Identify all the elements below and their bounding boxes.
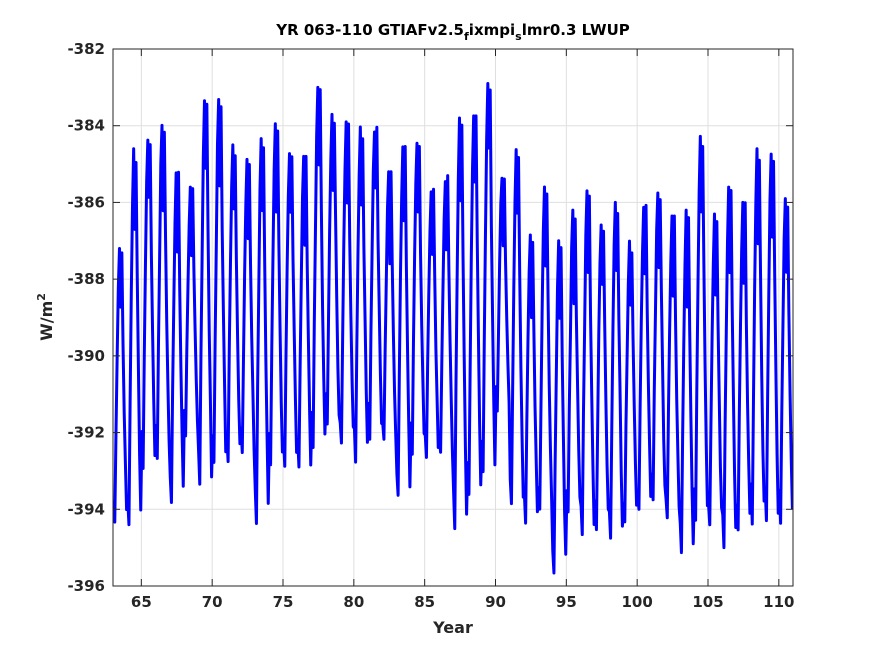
y-tick-label: -396 (67, 577, 105, 595)
x-tick-label: 100 (622, 593, 653, 611)
x-tick-label: 70 (202, 593, 223, 611)
x-tick-label: 110 (763, 593, 794, 611)
chart-title: YR 063-110 GTIAFv2.5fixmpislmr0.3 LWUP (275, 21, 630, 43)
x-tick-label: 80 (343, 593, 364, 611)
y-tick-label: -392 (67, 424, 105, 442)
y-tick-label: -382 (67, 40, 105, 58)
y-tick-label: -388 (67, 270, 105, 288)
plot-area (113, 82, 793, 575)
x-axis-label: Year (432, 618, 473, 637)
x-tick-label: 75 (273, 593, 294, 611)
y-tick-label: -384 (67, 117, 105, 135)
x-tick-label: 85 (414, 593, 435, 611)
x-axis: 65 70 75 80 85 90 95 100 105 110 (131, 49, 794, 611)
axes-frame (112, 48, 794, 587)
x-tick-label: 65 (131, 593, 152, 611)
series-line-lwup (113, 82, 793, 575)
y-tick-label: -394 (67, 500, 105, 518)
x-tick-label: 90 (485, 593, 506, 611)
x-tick-label: 105 (692, 593, 723, 611)
x-tick-label: 95 (556, 593, 577, 611)
y-tick-label: -390 (67, 347, 105, 365)
y-axis-label: W/m2 (35, 293, 56, 341)
y-tick-label: -386 (67, 193, 105, 211)
y-axis: -396 -394 -392 -390 -388 -386 -384 -382 (67, 40, 793, 595)
